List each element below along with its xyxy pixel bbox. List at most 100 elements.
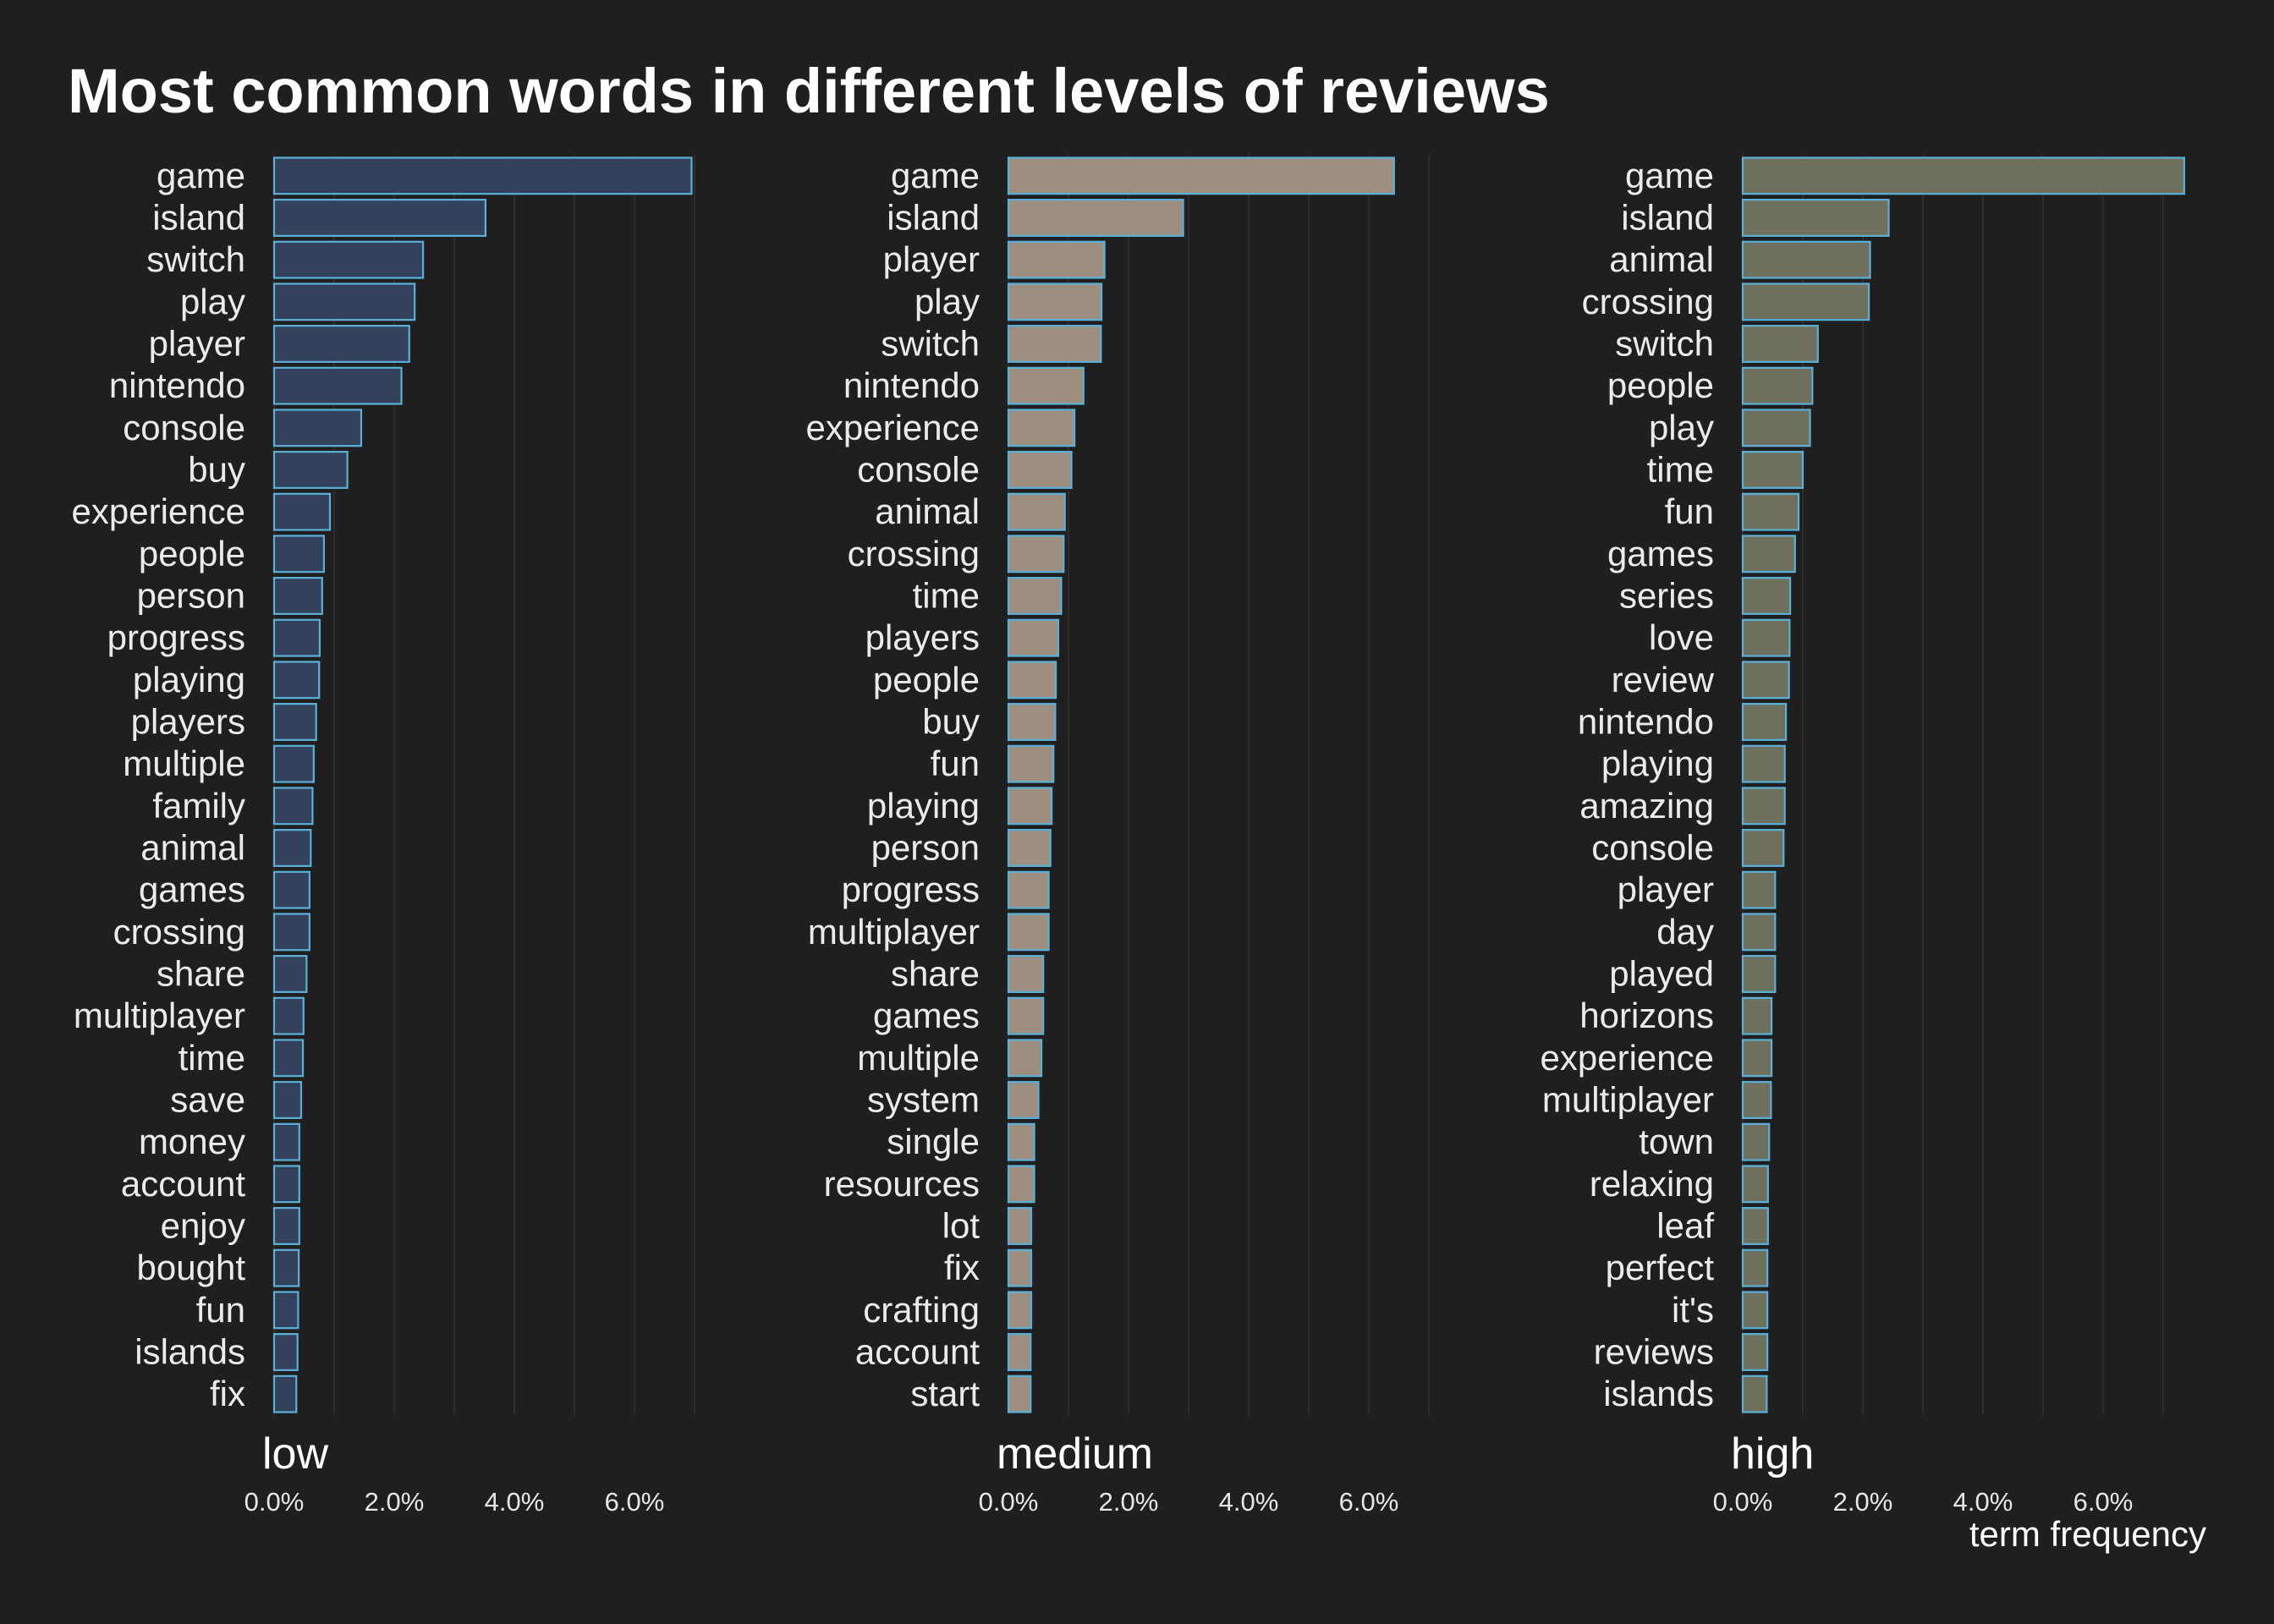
bar-high-5 <box>1741 366 1814 405</box>
bar-low-25 <box>272 1207 300 1245</box>
word-label: system <box>867 1080 980 1120</box>
bar-low-29 <box>272 1374 298 1413</box>
bar-high-26 <box>1741 1248 1769 1287</box>
bar-low-20 <box>272 996 305 1035</box>
bar-high-23 <box>1741 1122 1771 1161</box>
word-label: player <box>883 239 980 279</box>
word-label: bought <box>137 1248 246 1287</box>
word-label: crafting <box>863 1290 980 1330</box>
bar-medium-25 <box>1007 1207 1033 1245</box>
bar-high-10 <box>1741 577 1792 615</box>
word-label: it's <box>1672 1290 1714 1330</box>
bar-low-9 <box>272 535 326 573</box>
bar-low-28 <box>272 1333 299 1371</box>
bar-low-18 <box>272 913 310 952</box>
bar-high-19 <box>1741 955 1777 993</box>
word-label: time <box>1647 450 1714 490</box>
word-label: series <box>1619 576 1714 616</box>
bar-high-16 <box>1741 829 1785 867</box>
x-axis-label: term frequency <box>1969 1514 2206 1554</box>
word-label: experience <box>806 408 980 447</box>
word-label: save <box>170 1080 245 1120</box>
word-label: buy <box>188 450 245 490</box>
word-label: day <box>1656 912 1714 952</box>
bar-low-0 <box>272 156 693 195</box>
x-tick-label: 4.0% <box>485 1487 545 1517</box>
bar-low-23 <box>272 1122 300 1161</box>
bar-medium-21 <box>1007 1039 1043 1078</box>
bar-medium-0 <box>1007 156 1395 195</box>
word-label: switch <box>1615 324 1714 364</box>
word-label: love <box>1649 617 1714 657</box>
x-tick-label: 4.0% <box>1219 1487 1279 1517</box>
bar-medium-22 <box>1007 1081 1040 1119</box>
bar-high-27 <box>1741 1291 1769 1330</box>
word-label: share <box>157 954 245 994</box>
chart-title: Most common words in different levels of… <box>68 56 1550 126</box>
word-label: island <box>152 198 245 238</box>
bar-low-3 <box>272 283 416 321</box>
x-tick-label: 6.0% <box>605 1487 665 1517</box>
bar-low-19 <box>272 955 308 993</box>
word-label: multiplayer <box>808 912 980 952</box>
x-tick-label: 6.0% <box>1339 1487 1399 1517</box>
word-label: account <box>121 1164 245 1204</box>
x-tick-label: 2.0% <box>1099 1487 1159 1517</box>
word-label: start <box>910 1374 980 1413</box>
bar-low-14 <box>272 744 315 783</box>
word-label: nintendo <box>109 365 245 405</box>
word-label: time <box>179 1038 245 1078</box>
bar-high-4 <box>1741 325 1819 363</box>
word-label: player <box>149 324 245 364</box>
word-label: perfect <box>1606 1248 1715 1287</box>
word-label: relaxing <box>1590 1164 1714 1204</box>
bar-medium-3 <box>1007 283 1103 321</box>
x-tick-label: 0.0% <box>1713 1487 1773 1517</box>
bar-medium-6 <box>1007 409 1076 447</box>
word-label: horizons <box>1579 996 1714 1035</box>
word-label: game <box>157 156 245 195</box>
word-label: people <box>1607 365 1714 405</box>
word-label: players <box>865 617 980 657</box>
word-label: enjoy <box>161 1206 245 1246</box>
bar-medium-4 <box>1007 325 1102 363</box>
bar-medium-5 <box>1007 366 1085 405</box>
bar-medium-18 <box>1007 913 1050 952</box>
facet-label-low: low <box>262 1429 328 1479</box>
x-tick-label: 2.0% <box>365 1487 425 1517</box>
bar-high-18 <box>1741 913 1777 952</box>
word-label: play <box>180 282 245 321</box>
bar-low-1 <box>272 199 487 237</box>
word-label: animal <box>140 828 245 868</box>
word-label: player <box>1618 870 1714 909</box>
bar-high-22 <box>1741 1081 1772 1119</box>
word-label: multiple <box>857 1038 980 1078</box>
word-label: game <box>1625 156 1714 195</box>
bar-high-0 <box>1741 156 2185 195</box>
word-label: island <box>887 198 980 238</box>
bar-medium-20 <box>1007 996 1045 1035</box>
bar-high-8 <box>1741 492 1800 531</box>
word-label: islands <box>135 1332 245 1372</box>
bar-low-11 <box>272 618 321 657</box>
bar-medium-23 <box>1007 1122 1035 1161</box>
word-label: fun <box>1665 491 1714 531</box>
bar-medium-9 <box>1007 535 1065 573</box>
bar-low-27 <box>272 1291 299 1330</box>
bar-high-21 <box>1741 1039 1773 1078</box>
word-label: review <box>1612 660 1715 700</box>
word-label: playing <box>1601 743 1714 783</box>
bar-high-12 <box>1741 661 1790 700</box>
word-label: fun <box>931 743 980 783</box>
bar-high-25 <box>1741 1207 1769 1245</box>
bar-low-16 <box>272 829 312 867</box>
bar-low-17 <box>272 870 310 909</box>
word-label: crossing <box>848 534 980 573</box>
word-label: leaf <box>1656 1206 1714 1246</box>
word-label: playing <box>867 786 980 826</box>
word-label: island <box>1621 198 1714 238</box>
word-label: game <box>891 156 980 195</box>
word-label: family <box>152 786 245 826</box>
word-label: person <box>137 576 245 616</box>
